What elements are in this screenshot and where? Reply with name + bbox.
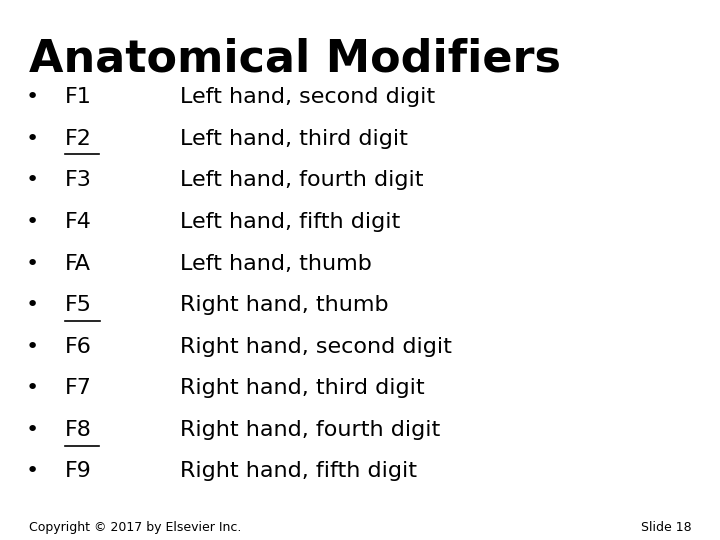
- Text: Copyright © 2017 by Elsevier Inc.: Copyright © 2017 by Elsevier Inc.: [29, 521, 241, 534]
- Text: Right hand, fourth digit: Right hand, fourth digit: [180, 420, 440, 440]
- Text: Left hand, fourth digit: Left hand, fourth digit: [180, 170, 423, 191]
- Text: Left hand, fifth digit: Left hand, fifth digit: [180, 212, 400, 232]
- Text: Left hand, third digit: Left hand, third digit: [180, 129, 408, 149]
- Text: •: •: [26, 212, 39, 232]
- Text: F4: F4: [65, 212, 91, 232]
- Text: •: •: [26, 170, 39, 191]
- Text: •: •: [26, 295, 39, 315]
- Text: F9: F9: [65, 461, 91, 482]
- Text: Left hand, second digit: Left hand, second digit: [180, 87, 435, 107]
- Text: Slide 18: Slide 18: [641, 521, 691, 534]
- Text: •: •: [26, 253, 39, 274]
- Text: F8: F8: [65, 420, 91, 440]
- Text: •: •: [26, 420, 39, 440]
- Text: Left hand, thumb: Left hand, thumb: [180, 253, 372, 274]
- Text: Right hand, thumb: Right hand, thumb: [180, 295, 389, 315]
- Text: F1: F1: [65, 87, 91, 107]
- Text: Anatomical Modifiers: Anatomical Modifiers: [29, 38, 561, 81]
- Text: F5: F5: [65, 295, 92, 315]
- Text: F6: F6: [65, 336, 91, 357]
- Text: F7: F7: [65, 378, 91, 399]
- Text: F3: F3: [65, 170, 91, 191]
- Text: Right hand, fifth digit: Right hand, fifth digit: [180, 461, 417, 482]
- Text: F2: F2: [65, 129, 91, 149]
- Text: •: •: [26, 336, 39, 357]
- Text: FA: FA: [65, 253, 91, 274]
- Text: •: •: [26, 461, 39, 482]
- Text: •: •: [26, 87, 39, 107]
- Text: •: •: [26, 378, 39, 399]
- Text: Right hand, second digit: Right hand, second digit: [180, 336, 452, 357]
- Text: Right hand, third digit: Right hand, third digit: [180, 378, 425, 399]
- Text: •: •: [26, 129, 39, 149]
